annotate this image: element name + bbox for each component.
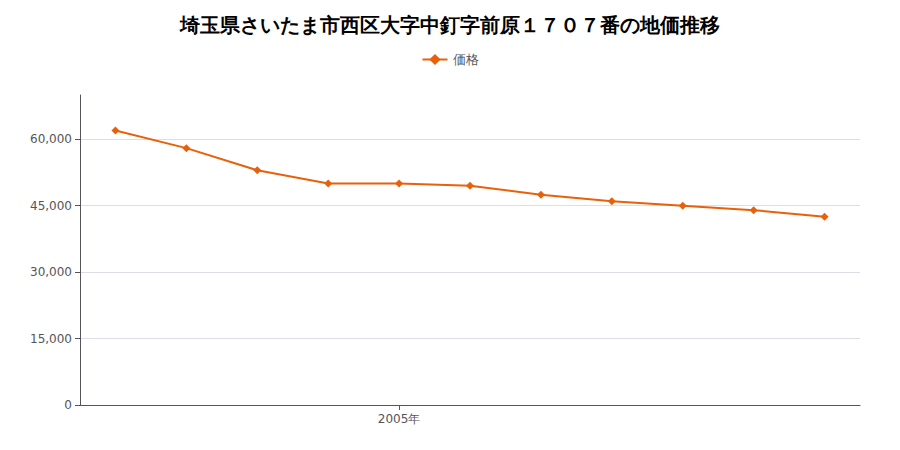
svg-text:45,000: 45,000	[30, 199, 72, 213]
svg-text:2005年: 2005年	[378, 412, 421, 426]
svg-text:0: 0	[64, 398, 72, 412]
svg-text:価格: 価格	[453, 52, 479, 67]
svg-text:60,000: 60,000	[30, 132, 72, 146]
svg-text:30,000: 30,000	[30, 265, 72, 279]
svg-text:埼玉県さいたま市西区大字中釘字前原１７０７番の地価推移: 埼玉県さいたま市西区大字中釘字前原１７０７番の地価推移	[179, 13, 720, 37]
svg-text:15,000: 15,000	[30, 332, 72, 346]
